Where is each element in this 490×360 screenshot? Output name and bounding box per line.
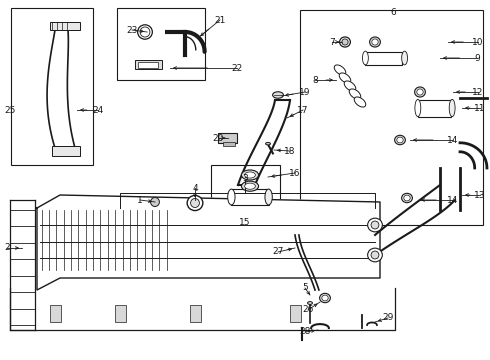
Text: 8: 8: [312, 76, 318, 85]
Text: 13: 13: [474, 190, 486, 199]
Bar: [135, 60, 162, 69]
Text: 27: 27: [272, 248, 284, 256]
Bar: [50, 305, 61, 322]
Bar: [115, 305, 126, 322]
Text: 4: 4: [192, 184, 198, 193]
Ellipse shape: [371, 251, 379, 259]
Ellipse shape: [334, 65, 346, 75]
Ellipse shape: [349, 89, 361, 99]
Bar: [211, 165, 280, 220]
Bar: [52, 146, 80, 156]
Ellipse shape: [272, 92, 283, 98]
Text: 22: 22: [231, 63, 243, 72]
Ellipse shape: [415, 87, 425, 97]
Text: 16: 16: [289, 168, 301, 177]
Ellipse shape: [394, 135, 405, 145]
Text: 26: 26: [302, 306, 314, 315]
Ellipse shape: [397, 137, 403, 143]
Ellipse shape: [363, 51, 368, 65]
Text: 24: 24: [93, 105, 103, 114]
Text: 21: 21: [214, 15, 226, 24]
Bar: [300, 10, 483, 225]
Text: 17: 17: [297, 105, 309, 114]
Ellipse shape: [319, 293, 330, 303]
Text: 29: 29: [382, 314, 393, 323]
Bar: [117, 8, 205, 80]
Ellipse shape: [339, 73, 351, 83]
Text: 7: 7: [329, 37, 335, 46]
Ellipse shape: [191, 198, 199, 207]
Ellipse shape: [415, 99, 421, 117]
Ellipse shape: [404, 195, 410, 201]
Text: 15: 15: [239, 217, 251, 226]
Text: 5: 5: [302, 284, 308, 293]
Ellipse shape: [368, 218, 382, 232]
Bar: [190, 305, 201, 322]
Ellipse shape: [342, 39, 348, 45]
Text: 14: 14: [447, 135, 459, 144]
Ellipse shape: [308, 302, 313, 305]
Polygon shape: [10, 288, 395, 330]
Text: 18: 18: [284, 147, 296, 156]
Text: 10: 10: [472, 37, 484, 46]
Text: 23: 23: [126, 26, 138, 35]
Text: 2: 2: [4, 243, 10, 252]
Bar: [11, 8, 93, 165]
Ellipse shape: [242, 181, 259, 191]
Text: 14: 14: [447, 195, 459, 204]
Ellipse shape: [150, 198, 159, 207]
Ellipse shape: [340, 37, 350, 47]
Text: 11: 11: [474, 104, 486, 113]
Bar: [231, 189, 269, 205]
Ellipse shape: [354, 97, 366, 107]
Bar: [50, 22, 80, 30]
Ellipse shape: [138, 25, 152, 39]
Text: 20: 20: [212, 134, 224, 143]
Text: 12: 12: [472, 87, 484, 96]
Ellipse shape: [322, 295, 328, 301]
Polygon shape: [37, 195, 380, 290]
Ellipse shape: [402, 193, 413, 203]
Text: 1: 1: [137, 195, 143, 204]
Ellipse shape: [228, 189, 235, 205]
Text: 25: 25: [4, 105, 16, 114]
Ellipse shape: [372, 39, 378, 45]
Ellipse shape: [368, 248, 382, 262]
Ellipse shape: [187, 195, 203, 211]
Ellipse shape: [371, 221, 379, 229]
Ellipse shape: [402, 51, 408, 65]
Ellipse shape: [266, 143, 270, 145]
Text: 9: 9: [474, 54, 480, 63]
Text: 19: 19: [299, 87, 311, 96]
Text: 28: 28: [299, 328, 311, 337]
Text: 6: 6: [390, 8, 396, 17]
Bar: [418, 100, 451, 117]
Bar: [218, 132, 237, 143]
Bar: [366, 51, 402, 65]
Ellipse shape: [265, 189, 272, 205]
Bar: [290, 305, 301, 322]
Ellipse shape: [449, 99, 455, 117]
Ellipse shape: [417, 89, 423, 95]
Ellipse shape: [140, 27, 150, 37]
Bar: [138, 62, 158, 68]
Ellipse shape: [245, 183, 255, 189]
Text: 3: 3: [242, 174, 248, 183]
Ellipse shape: [344, 81, 356, 91]
Ellipse shape: [242, 170, 259, 180]
Ellipse shape: [369, 37, 380, 47]
Bar: [222, 142, 235, 146]
Ellipse shape: [245, 172, 255, 178]
